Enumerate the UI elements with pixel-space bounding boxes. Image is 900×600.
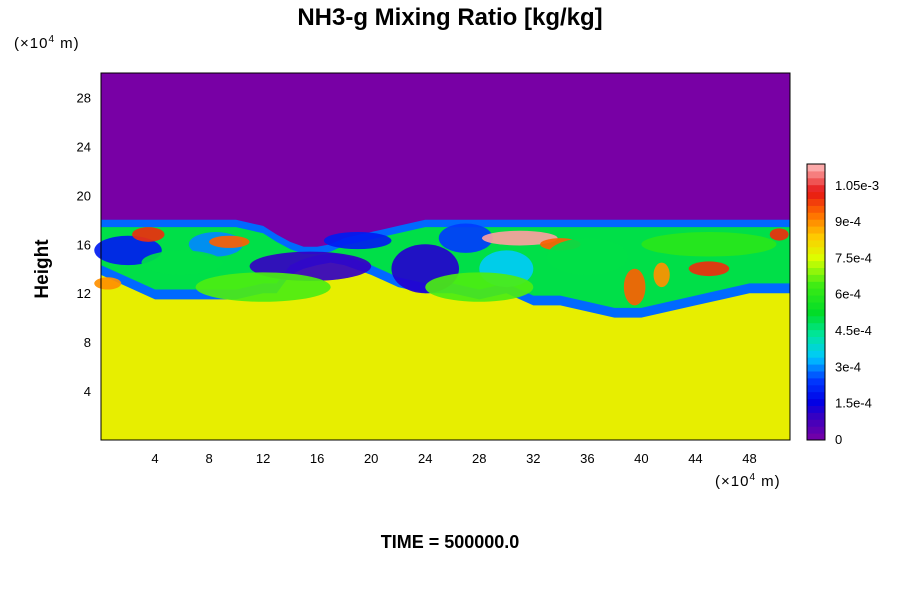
time-label: TIME = 500000.0	[380, 532, 520, 552]
field-feature-12	[623, 268, 646, 306]
field-feature-16	[141, 250, 223, 275]
x-axis-ticks: 4 8 12 16 20 24 28 32 36 40 44 48	[151, 451, 756, 466]
y-tick-label: 12	[77, 286, 91, 301]
colorbar-segment	[807, 246, 825, 255]
field-feature-15	[94, 277, 122, 290]
field-feature-6	[323, 232, 392, 250]
colorbar-segment	[807, 433, 825, 441]
colorbar-segment	[807, 253, 825, 262]
x-tick-label: 36	[580, 451, 594, 466]
colorbar-segment	[807, 233, 825, 241]
colorbar-segment	[807, 281, 825, 289]
y-tick-label: 8	[84, 335, 91, 350]
y-tick-label: 28	[77, 90, 91, 105]
field-feature-13	[653, 262, 670, 288]
field-feature-19	[195, 272, 331, 302]
colorbar-label: 3e-4	[835, 359, 861, 374]
y-tick-label: 4	[84, 384, 91, 399]
colorbar-segment	[807, 419, 825, 427]
colorbar-segment	[807, 315, 825, 324]
x-tick-label: 48	[742, 451, 756, 466]
colorbar-label: 9e-4	[835, 214, 861, 229]
x-axis-unit: (×104 m)	[715, 472, 781, 490]
x-tick-label: 20	[364, 451, 378, 466]
field-feature-20	[425, 272, 534, 302]
colorbar-segment	[807, 212, 825, 220]
colorbar-segment	[807, 329, 825, 337]
colorbar-segment	[807, 377, 825, 386]
field-feature-2	[94, 235, 162, 266]
colorbar-segment	[807, 295, 825, 303]
field-feature-3	[438, 223, 493, 253]
colorbar-segment	[807, 177, 825, 186]
colorbar-segment	[807, 302, 825, 310]
y-tick-label: 24	[77, 139, 91, 154]
colorbar-segment	[807, 322, 825, 331]
colorbar-segment	[807, 198, 825, 206]
colorbar-segment	[807, 205, 825, 213]
y-axis-ticks: 4 8 12 16 20 24 28	[77, 90, 91, 399]
y-tick-label: 16	[77, 237, 91, 252]
colorbar-label: 7.5e-4	[835, 250, 872, 265]
colorbar-segment	[807, 357, 825, 365]
colorbar-label: 6e-4	[835, 287, 861, 302]
x-tick-label: 24	[418, 451, 432, 466]
colorbar-segment	[807, 219, 825, 227]
colorbar-segment	[807, 170, 825, 179]
colorbar-segment	[807, 426, 825, 434]
x-tick-label: 4	[151, 451, 158, 466]
mixing-ratio-field	[94, 219, 790, 440]
colorbar-segment	[807, 164, 825, 172]
colorbar-segment	[807, 391, 825, 400]
x-tick-label: 28	[472, 451, 486, 466]
colorbar-segment	[807, 384, 825, 393]
field-feature-8	[209, 235, 250, 248]
background-region	[101, 262, 790, 440]
colorbar-label: 1.05e-3	[835, 178, 879, 193]
colorbar-label: 0	[835, 432, 842, 447]
y-axis-unit: (×104 m)	[14, 34, 80, 52]
chart-title: NH3-g Mixing Ratio [kg/kg]	[297, 4, 603, 31]
field-feature-11	[688, 261, 730, 277]
colorbar-segment	[807, 350, 825, 358]
x-tick-label: 40	[634, 451, 648, 466]
colorbar-segment	[807, 371, 825, 379]
x-tick-label: 44	[688, 451, 702, 466]
colorbar-segment	[807, 288, 825, 296]
colorbar-segment	[807, 239, 825, 248]
colorbar-segment	[807, 191, 825, 199]
colorbar-label: 4.5e-4	[835, 323, 872, 338]
colorbar-segment	[807, 226, 825, 234]
colorbar-segment	[807, 308, 825, 317]
colorbar-segment	[807, 405, 825, 413]
plot-frame	[100, 72, 791, 441]
colorbar-segment	[807, 398, 825, 406]
colorbar-segment	[807, 184, 825, 193]
colorbar-segment	[807, 260, 825, 268]
x-tick-label: 16	[310, 451, 324, 466]
colorbar-frame	[806, 163, 826, 441]
field-feature-17	[546, 238, 628, 275]
colorbar-label: 1.5e-4	[835, 396, 872, 411]
x-tick-label: 8	[205, 451, 212, 466]
colorbar-segment	[807, 336, 825, 344]
colorbar-segment	[807, 274, 825, 282]
colorbar-segment	[807, 412, 825, 420]
colorbar-segment	[807, 267, 825, 275]
x-tick-label: 32	[526, 451, 540, 466]
field-feature-7	[132, 227, 165, 242]
x-tick-label: 12	[256, 451, 270, 466]
field-feature-18	[641, 232, 777, 257]
y-tick-label: 20	[77, 188, 91, 203]
colorbar-segment	[807, 343, 825, 351]
field-feature-14	[769, 228, 789, 241]
field-feature-9	[481, 230, 558, 246]
colorbar-segment	[807, 364, 825, 372]
colorbar: 0 1.5e-4 3e-4 4.5e-4 6e-4 7.5e-4 9e-4 1.05e-3	[806, 163, 879, 447]
